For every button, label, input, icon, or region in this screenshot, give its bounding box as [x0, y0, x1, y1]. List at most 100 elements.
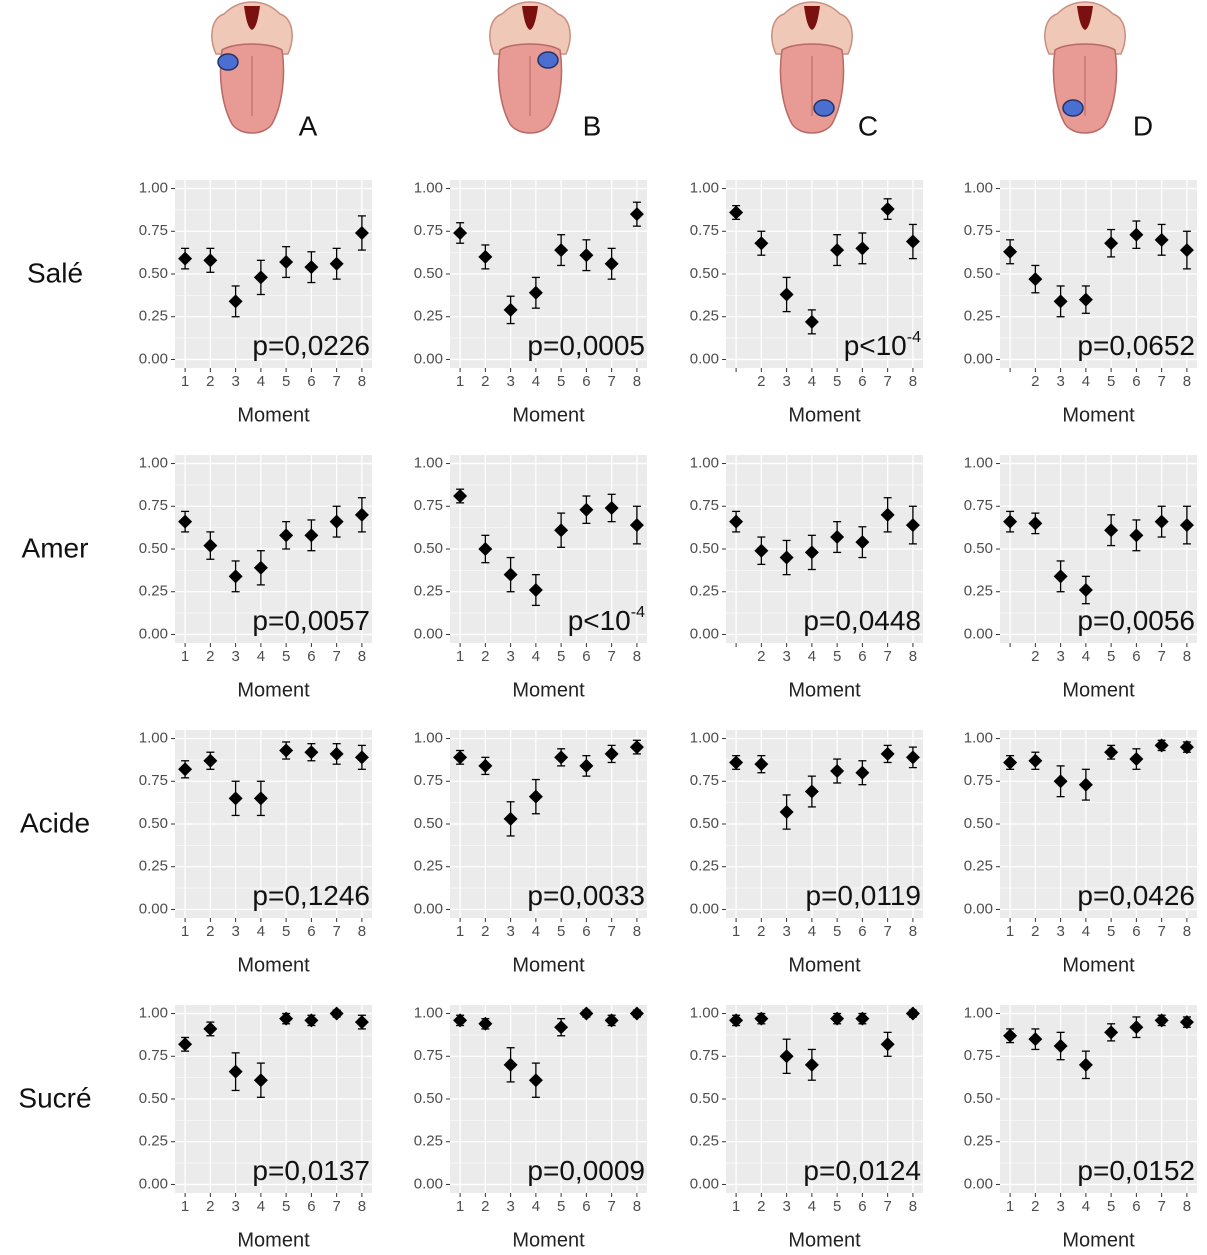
y-tick-label: 1.00 — [139, 730, 168, 747]
point — [503, 302, 518, 317]
p-value-text: p=0,0124 — [803, 1155, 921, 1186]
p-value-text: p=0,0005 — [527, 330, 645, 361]
y-tick-label: 0.25 — [690, 308, 719, 325]
y-tick-label: 0.00 — [139, 350, 168, 367]
x-axis-title: Moment — [1062, 1229, 1135, 1251]
point — [329, 514, 344, 529]
x-axis-title: Moment — [237, 954, 310, 976]
point — [604, 746, 619, 761]
p-value-text: p=0,0033 — [527, 880, 645, 911]
x-tick-label: 3 — [231, 1198, 239, 1215]
p-value-exponent: -4 — [631, 604, 645, 621]
point — [880, 1037, 895, 1052]
point — [754, 757, 769, 772]
point — [253, 270, 268, 285]
point — [304, 745, 319, 760]
point — [453, 1013, 468, 1028]
y-tick-label: 0.50 — [414, 540, 443, 557]
p-value: p<10-4 — [844, 329, 921, 361]
point — [1053, 1039, 1068, 1054]
y-tick-label: 0.25 — [414, 308, 443, 325]
x-tick-label: 8 — [633, 923, 641, 940]
point — [1154, 232, 1169, 247]
point — [1179, 740, 1194, 755]
x-tick-label: 4 — [532, 923, 540, 940]
point — [554, 243, 569, 258]
x-tick-label: 8 — [909, 1198, 917, 1215]
x-tick-label: 2 — [1031, 648, 1039, 665]
x-tick-label: 2 — [757, 648, 765, 665]
x-tick-label: 2 — [757, 1198, 765, 1215]
y-tick-label: 0.50 — [139, 265, 168, 282]
x-tick-label: 2 — [1031, 373, 1039, 390]
point — [579, 248, 594, 263]
point — [354, 750, 369, 765]
x-axis-title: Moment — [512, 954, 585, 976]
x-tick-label: 5 — [282, 373, 290, 390]
y-tick-label: 0.50 — [964, 265, 993, 282]
x-tick-label: 3 — [506, 373, 514, 390]
x-tick-label: 4 — [808, 923, 816, 940]
point — [554, 523, 569, 538]
x-tick-label: 5 — [282, 1198, 290, 1215]
x-tick-label: 8 — [633, 1198, 641, 1215]
point — [1154, 514, 1169, 529]
point — [203, 753, 218, 768]
point — [1129, 227, 1144, 242]
y-tick-label: 0.50 — [964, 1090, 993, 1107]
y-tick-label: 0.00 — [139, 1175, 168, 1192]
y-tick-label: 0.00 — [964, 625, 993, 642]
y-tick-label: 0.50 — [690, 1090, 719, 1107]
x-tick-label: 1 — [732, 923, 740, 940]
point — [528, 1073, 543, 1088]
y-tick-label: 0.50 — [690, 265, 719, 282]
x-tick-label: 4 — [808, 1198, 816, 1215]
point — [503, 1057, 518, 1072]
x-tick-label: 7 — [332, 923, 340, 940]
x-tick-label: 6 — [1132, 373, 1140, 390]
x-tick-label: 6 — [858, 1198, 866, 1215]
y-tick-label: 0.75 — [139, 497, 168, 514]
y-tick-label: 0.50 — [414, 1090, 443, 1107]
point — [855, 535, 870, 550]
x-tick-label: 3 — [231, 648, 239, 665]
x-axis-title: Moment — [788, 954, 861, 976]
y-tick-label: 1.00 — [414, 730, 443, 747]
point — [729, 514, 744, 529]
point — [228, 569, 243, 584]
x-tick-label: 4 — [532, 648, 540, 665]
point — [779, 805, 794, 820]
point — [178, 1037, 193, 1052]
point — [855, 765, 870, 780]
point — [1003, 514, 1018, 529]
point — [1104, 236, 1119, 251]
point — [279, 743, 294, 758]
y-tick-label: 0.50 — [964, 540, 993, 557]
y-tick-label: 0.75 — [964, 222, 993, 239]
x-tick-label: 7 — [607, 923, 615, 940]
point — [880, 202, 895, 217]
x-tick-label: 5 — [1107, 373, 1115, 390]
x-tick-label: 4 — [1082, 373, 1090, 390]
y-tick-label: 0.00 — [964, 900, 993, 917]
y-tick-label: 1.00 — [690, 1005, 719, 1022]
point — [203, 538, 218, 553]
x-tick-label: 5 — [833, 1198, 841, 1215]
x-tick-label: 2 — [481, 1198, 489, 1215]
x-tick-label: 4 — [1082, 648, 1090, 665]
x-tick-label: 7 — [1157, 373, 1165, 390]
x-tick-label: 6 — [582, 1198, 590, 1215]
y-tick-label: 0.25 — [964, 308, 993, 325]
p-value: p=0,0119 — [806, 880, 922, 911]
point — [1003, 244, 1018, 259]
y-tick-label: 0.00 — [964, 1175, 993, 1192]
point — [804, 545, 819, 560]
point — [579, 502, 594, 517]
x-axis-title: Moment — [1062, 679, 1135, 701]
x-axis-title: Moment — [512, 404, 585, 426]
x-tick-label: 1 — [181, 373, 189, 390]
x-tick-label: 5 — [1107, 648, 1115, 665]
point — [804, 784, 819, 799]
point — [1078, 292, 1093, 307]
column-label: A — [299, 110, 318, 141]
